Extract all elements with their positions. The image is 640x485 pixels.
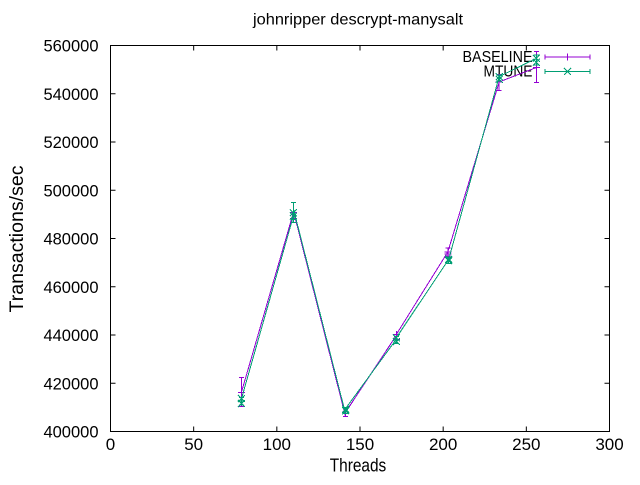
svg-text:Transactions/sec: Transactions/sec <box>7 166 28 313</box>
svg-text:560000: 560000 <box>43 38 98 56</box>
svg-text:440000: 440000 <box>43 327 98 345</box>
svg-text:300: 300 <box>595 435 623 454</box>
svg-text:400000: 400000 <box>43 424 98 442</box>
svg-text:500000: 500000 <box>43 182 98 200</box>
svg-text:100: 100 <box>263 435 291 454</box>
svg-text:520000: 520000 <box>43 134 98 152</box>
svg-text:johnripper descrypt-manysalt: johnripper descrypt-manysalt <box>252 12 464 29</box>
svg-text:250: 250 <box>512 435 540 454</box>
svg-text:150: 150 <box>346 435 374 454</box>
svg-text:BASELINE: BASELINE <box>463 49 533 66</box>
svg-text:0: 0 <box>106 435 115 454</box>
svg-text:460000: 460000 <box>43 279 98 297</box>
svg-text:200: 200 <box>429 435 457 454</box>
svg-text:540000: 540000 <box>43 86 98 104</box>
svg-text:420000: 420000 <box>43 375 98 393</box>
svg-text:50: 50 <box>184 435 203 454</box>
svg-text:Threads: Threads <box>330 456 387 476</box>
svg-text:480000: 480000 <box>43 231 98 249</box>
